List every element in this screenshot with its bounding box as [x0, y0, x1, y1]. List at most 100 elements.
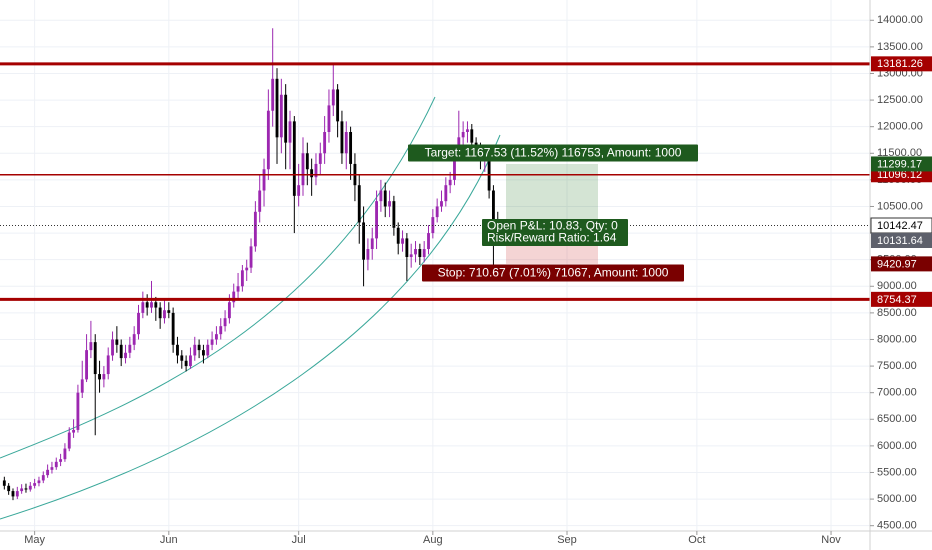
level-label: 8754.37 — [877, 294, 917, 306]
candle-body — [145, 302, 149, 308]
candle-body — [119, 344, 123, 359]
y-tick-label: 8500.00 — [877, 307, 917, 319]
candle-body — [206, 344, 210, 356]
x-tick-label: Sep — [557, 534, 577, 546]
candle-body — [366, 249, 370, 260]
candle-body — [279, 94, 283, 138]
candle-body — [219, 326, 223, 335]
candle-body — [98, 374, 101, 380]
level-label: 13181.26 — [877, 58, 923, 70]
y-tick-label: 5500.00 — [877, 466, 917, 478]
stop-price-label: 9420.97 — [877, 258, 917, 270]
candle-body — [466, 129, 469, 132]
candle-body — [171, 312, 175, 345]
y-tick-label: 12000.00 — [877, 121, 923, 133]
candle-body — [158, 307, 162, 319]
candle-body — [223, 318, 227, 327]
candle-body — [76, 392, 80, 430]
candle-body — [453, 155, 456, 180]
rr-label: Risk/Reward Ratio: 1.64 — [487, 231, 617, 245]
candle-body — [379, 190, 383, 202]
candle-body — [492, 190, 495, 223]
candle-body — [271, 78, 275, 111]
candle-body — [180, 355, 184, 361]
candle-body — [401, 238, 404, 244]
target-label: Target: 1167.53 (11.52%) 116753, Amount:… — [425, 146, 682, 160]
candle-body — [344, 132, 348, 154]
x-tick-label: Jun — [160, 534, 178, 546]
candle-body — [46, 469, 50, 476]
candle-body — [111, 339, 114, 356]
y-tick-label: 4500.00 — [877, 520, 917, 532]
candle-body — [240, 270, 244, 287]
y-tick-label: 12500.00 — [877, 94, 923, 106]
y-tick-label: 5000.00 — [877, 493, 917, 505]
candle-body — [150, 302, 153, 308]
candle-body — [418, 249, 422, 258]
y-tick-label: 7500.00 — [877, 360, 917, 372]
candle-body — [323, 132, 327, 154]
candle-body — [115, 339, 119, 345]
y-tick-label: 14000.00 — [877, 14, 923, 26]
candle-body — [128, 344, 132, 353]
candle-body — [318, 153, 322, 164]
candle-body — [440, 201, 443, 207]
stop-price-label-box — [871, 256, 932, 272]
y-tick-label: 7000.00 — [877, 387, 917, 399]
candle-body — [210, 339, 214, 345]
candle-body — [59, 459, 63, 462]
stop-label: Stop: 710.67 (7.01%) 71067, Amount: 1000 — [438, 266, 669, 280]
pnl-box — [482, 219, 628, 246]
target-price-label: 11299.17 — [877, 158, 922, 170]
last-price-label: 10142.47 — [877, 220, 923, 232]
candle-body — [102, 374, 106, 380]
candle-body — [253, 211, 257, 247]
candle-body — [24, 488, 28, 490]
candle-body — [85, 350, 88, 380]
stop-label-box — [422, 264, 684, 282]
candle-body — [202, 350, 205, 356]
candle-body — [310, 169, 314, 178]
candle-body — [232, 291, 236, 303]
candle-body — [33, 483, 37, 486]
candle-body — [163, 310, 166, 319]
lower-curve — [0, 134, 501, 520]
x-tick-label: Aug — [423, 534, 443, 546]
target-price-label-box — [871, 156, 932, 172]
candle-body — [444, 185, 448, 202]
candle-body — [301, 153, 305, 186]
y-tick-label: 8000.00 — [877, 333, 917, 345]
candle-body — [305, 153, 309, 170]
candle-body — [414, 249, 417, 255]
candle-body — [266, 110, 270, 170]
entry-price-label: 10131.64 — [877, 235, 923, 247]
profit-zone — [506, 163, 598, 227]
candle-body — [28, 485, 32, 490]
candle-body — [409, 254, 413, 258]
candle-body — [15, 491, 19, 497]
level-label-box — [871, 56, 932, 72]
candle-body — [154, 302, 158, 308]
candle-body — [262, 169, 266, 191]
axes: 4500.00 5000.00 5500.00 6000.00 6500.00 7000.… — [24, 14, 932, 546]
candle-body — [336, 89, 340, 122]
upper-curve — [0, 96, 436, 459]
candle-body — [106, 355, 110, 375]
candle-body — [275, 78, 279, 138]
candle-body — [176, 344, 179, 356]
candle-body — [189, 355, 192, 367]
candle-body — [370, 238, 374, 250]
level-label: 11096.12 — [877, 169, 922, 181]
candle-body — [72, 429, 76, 433]
candle-body — [37, 480, 41, 484]
candle-body — [124, 352, 127, 359]
candle-body — [314, 163, 318, 178]
target-label-box — [408, 144, 698, 162]
candle-body — [67, 432, 71, 449]
candle-body — [50, 467, 54, 470]
candle-body — [89, 342, 93, 351]
candle-body — [245, 267, 249, 271]
candle-body — [435, 206, 439, 218]
candle-body — [340, 121, 344, 154]
